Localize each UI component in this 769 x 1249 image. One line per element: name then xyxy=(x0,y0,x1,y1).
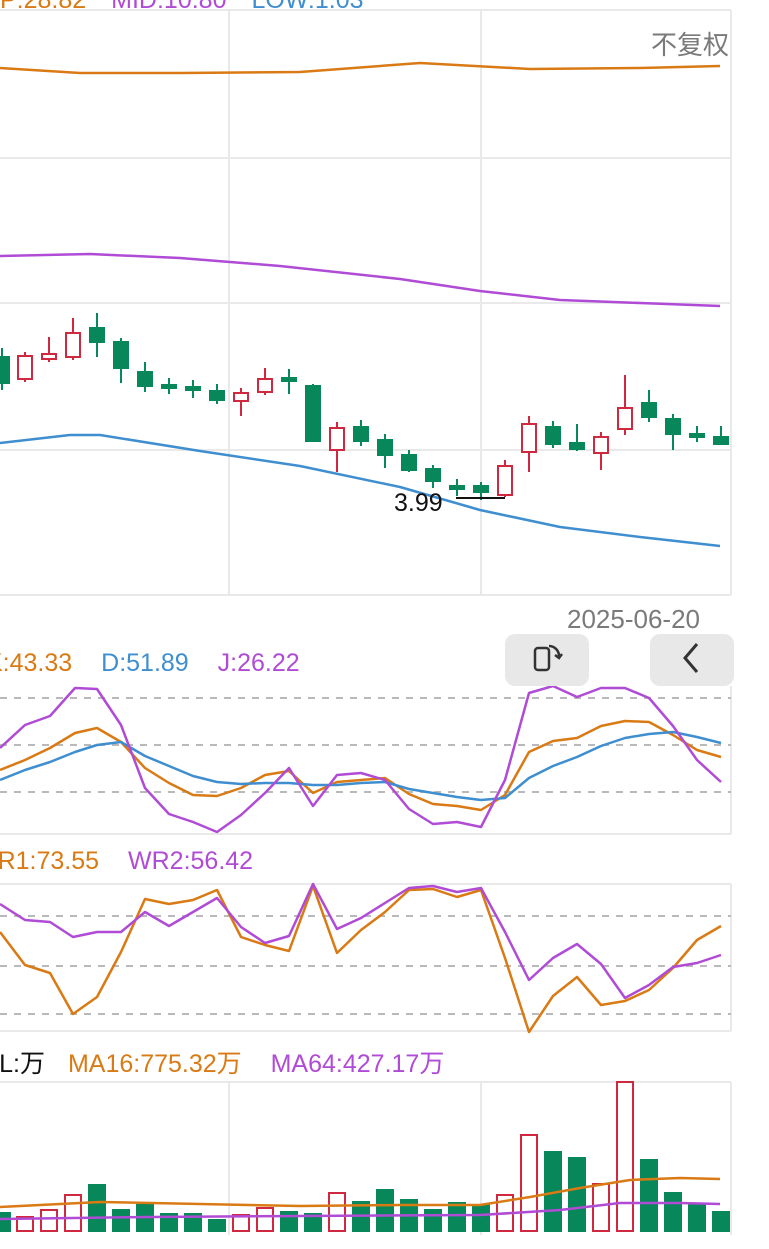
vol-label: VOL:万 xyxy=(0,1050,45,1078)
candle-body-19 xyxy=(449,485,465,490)
candle-body-30 xyxy=(713,436,729,445)
volume-bar-9 xyxy=(208,1219,226,1232)
candle-body-21 xyxy=(497,465,513,496)
candle-body-2 xyxy=(41,353,57,360)
volume-bar-30 xyxy=(712,1211,730,1232)
volume-bar-1 xyxy=(16,1216,34,1232)
candle-body-18 xyxy=(425,468,441,482)
volume-bar-26 xyxy=(616,1081,634,1232)
candle-body-11 xyxy=(257,378,273,393)
kdj-legend: K:43.33 D:51.89 J:26.22 xyxy=(0,649,300,678)
ma16-label: MA16:775.32万 xyxy=(67,1050,242,1078)
volume-bar-20 xyxy=(472,1204,490,1232)
band-upper-label: P:28.82 xyxy=(0,0,87,14)
volume-bar-18 xyxy=(424,1209,442,1232)
kdj-k-label: K:43.33 xyxy=(0,649,73,677)
candle-body-29 xyxy=(689,433,705,438)
candle-body-23 xyxy=(545,426,561,445)
candle-body-15 xyxy=(353,426,369,442)
wr1-label: WR1:73.55 xyxy=(0,847,100,875)
candle-body-7 xyxy=(161,384,177,389)
candle-body-5 xyxy=(113,341,129,369)
chevron-left-icon xyxy=(677,640,707,681)
volume-bar-29 xyxy=(688,1204,706,1232)
volume-bar-27 xyxy=(640,1159,658,1232)
volume-bar-2 xyxy=(40,1209,58,1232)
band-upper-line xyxy=(0,61,721,75)
adjust-mode-label[interactable]: 不复权 xyxy=(650,30,729,60)
kdj-d-line xyxy=(0,730,722,802)
back-button[interactable] xyxy=(650,634,734,686)
volume-legend: VOL:万 MA16:775.32万 MA64:427.17万 xyxy=(0,1044,444,1080)
volume-bar-5 xyxy=(112,1209,130,1232)
volume-bar-22 xyxy=(520,1134,538,1232)
low-price-marker: 3.99 xyxy=(394,489,443,517)
wr2-line xyxy=(0,882,722,1000)
volume-bar-8 xyxy=(184,1213,202,1232)
volume-bar-7 xyxy=(160,1213,178,1232)
volume-bar-11 xyxy=(256,1207,274,1232)
candle-body-27 xyxy=(641,402,657,418)
candle-body-9 xyxy=(209,390,225,401)
band-low-label: LOW:1.03 xyxy=(251,0,364,14)
kdj-k-line xyxy=(0,719,722,812)
rotate-icon xyxy=(527,638,567,683)
candle-body-4 xyxy=(89,327,105,343)
band-mid-line xyxy=(0,252,721,308)
kdj-j-label: J:26.22 xyxy=(217,649,300,677)
volume-bar-25 xyxy=(592,1183,610,1232)
candle-body-16 xyxy=(377,439,393,456)
wr1-line xyxy=(0,884,722,1034)
volume-bar-24 xyxy=(568,1157,586,1232)
candle-body-22 xyxy=(521,423,537,453)
date-label: 2025-06-20 xyxy=(567,604,700,634)
volume-bar-14 xyxy=(328,1192,346,1232)
vol-ma16-line xyxy=(0,1176,721,1209)
kdj-d-label: D:51.89 xyxy=(101,649,189,677)
wr2-label: WR2:56.42 xyxy=(128,847,254,875)
band-legend: P:28.82 MID:10.80 LOW:1.03 xyxy=(0,0,364,15)
volume-bar-16 xyxy=(376,1189,394,1232)
candle-body-14 xyxy=(329,427,345,451)
candle-body-25 xyxy=(593,436,609,454)
candle-body-28 xyxy=(665,418,681,435)
candle-body-6 xyxy=(137,371,153,387)
volume-bar-10 xyxy=(232,1214,250,1232)
vol-ma64-line xyxy=(0,1201,721,1221)
candle-body-8 xyxy=(185,386,201,391)
rotate-button[interactable] xyxy=(505,634,589,686)
candle-body-17 xyxy=(401,454,417,471)
volume-bar-0 xyxy=(0,1212,11,1232)
candle-body-13 xyxy=(305,385,321,442)
candle-body-0 xyxy=(0,356,10,384)
volume-bar-13 xyxy=(304,1213,322,1232)
candle-body-10 xyxy=(233,392,249,402)
candle-body-3 xyxy=(65,332,81,358)
kdj-j-line xyxy=(0,684,722,834)
candle-body-26 xyxy=(617,407,633,430)
candle-body-24 xyxy=(569,442,585,450)
candle-body-20 xyxy=(473,485,489,493)
volume-bar-28 xyxy=(664,1192,682,1232)
candle-body-12 xyxy=(281,377,297,382)
volume-bar-19 xyxy=(448,1202,466,1232)
ma64-label: MA64:427.17万 xyxy=(270,1050,445,1078)
band-lower-line xyxy=(0,433,721,548)
candle-body-1 xyxy=(17,355,33,380)
wr-legend: WR1:73.55 WR2:56.42 xyxy=(0,847,253,876)
volume-bar-3 xyxy=(64,1194,82,1232)
volume-bar-4 xyxy=(88,1184,106,1232)
band-mid-label: MID:10.80 xyxy=(111,0,227,14)
